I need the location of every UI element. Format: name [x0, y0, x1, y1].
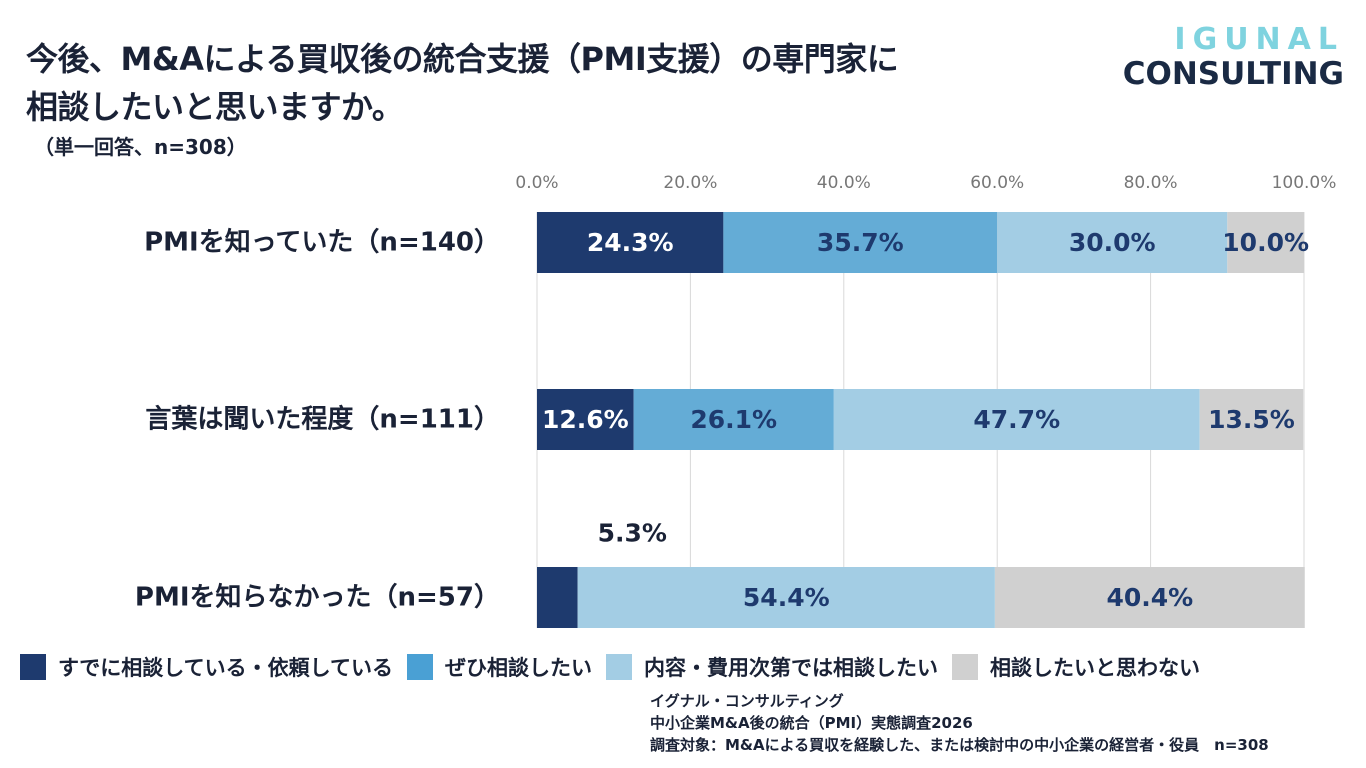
- legend-label: すでに相談している・依頼している: [58, 656, 393, 680]
- source-line-3: 調査対象：M&Aによる買収を経験した、または検討中の中小企業の経営者・役員 n=…: [650, 736, 1269, 754]
- bar-segment: [633, 389, 834, 450]
- data-labels: 24.3% 35.7% 30.0% 10.0% 12.6% 26.1% 47.7% 13.5%…: [542, 228, 1309, 612]
- brand-logo-line-2: CONSULTING: [1122, 56, 1344, 92]
- chart-title-line-1: 今後、M&Aによる買収後の統合支援（PMI支援）の専門家に: [26, 40, 899, 78]
- x-tick-label: 100.0%: [1272, 173, 1337, 193]
- bar-segment: [577, 567, 995, 628]
- bar-segment: [997, 212, 1228, 273]
- category-label: PMIを知っていた（n=140）: [144, 228, 500, 258]
- x-tick-label: 80.0%: [1124, 173, 1178, 193]
- legend-item: すでに相談している・依頼している: [20, 652, 393, 682]
- data-label: 47.7%: [973, 405, 1060, 434]
- data-label: 24.3%: [587, 228, 674, 257]
- bar-segment: [833, 389, 1200, 450]
- x-axis-ticks: 0.0% 20.0% 40.0% 60.0% 80.0% 100.0%: [515, 173, 1336, 193]
- source-line-1: イグナル・コンサルティング: [650, 692, 844, 710]
- bars: [537, 212, 1305, 628]
- legend-swatch: [406, 654, 433, 680]
- legend: すでに相談している・依頼している ぜひ相談したい 内容・費用次第では相談したい 相談し…: [20, 652, 1214, 682]
- bar-segment: [537, 212, 724, 273]
- data-label: 5.3%: [598, 519, 667, 548]
- x-tick-label: 0.0%: [515, 173, 558, 193]
- legend-swatch: [20, 654, 46, 680]
- legend-item: 内容・費用次第では相談したい: [605, 652, 938, 682]
- bar-segment: [537, 389, 634, 450]
- x-tick-label: 20.0%: [663, 173, 717, 193]
- bar-segment: [723, 212, 998, 273]
- data-label: 26.1%: [690, 405, 777, 434]
- data-label: 54.4%: [743, 583, 830, 612]
- category-labels: PMIを知っていた（n=140） 言葉は聞いた程度（n=111） PMIを知らなかっ…: [135, 228, 500, 613]
- legend-label: 内容・費用次第では相談したい: [643, 656, 938, 680]
- source-note: イグナル・コンサルティング 中小企業M&A後の統合（PMI）実態調査2026 調…: [650, 690, 1269, 756]
- source-line-2: 中小企業M&A後の統合（PMI）実態調査2026: [650, 714, 973, 732]
- legend-item: ぜひ相談したい: [406, 652, 592, 682]
- data-label: 13.5%: [1208, 405, 1295, 434]
- data-label: 40.4%: [1106, 583, 1193, 612]
- legend-item: 相談したいと思わない: [951, 652, 1200, 682]
- category-label: PMIを知らなかった（n=57）: [135, 583, 500, 613]
- x-tick-label: 40.0%: [817, 173, 871, 193]
- data-label: 12.6%: [542, 405, 629, 434]
- legend-swatch: [605, 654, 632, 680]
- category-label: 言葉は聞いた程度（n=111）: [145, 404, 500, 435]
- x-tick-label: 60.0%: [970, 173, 1024, 193]
- bar-segment: [537, 567, 578, 628]
- legend-label: ぜひ相談したい: [444, 656, 592, 680]
- chart-title-line-2: 相談したいと思いますか。: [26, 88, 404, 126]
- bar-segment: [1227, 212, 1304, 273]
- brand-logo-line-1: IGUNAL: [1174, 22, 1344, 57]
- bar-segment: [1199, 389, 1304, 450]
- bar-segment: [994, 567, 1305, 628]
- data-label: 10.0%: [1222, 228, 1309, 257]
- chart-subtitle: （単一回答、n=308）: [34, 135, 247, 159]
- legend-label: 相談したいと思わない: [989, 656, 1200, 680]
- data-label: 35.7%: [817, 228, 904, 257]
- legend-swatch: [951, 654, 978, 680]
- data-label: 30.0%: [1069, 228, 1156, 257]
